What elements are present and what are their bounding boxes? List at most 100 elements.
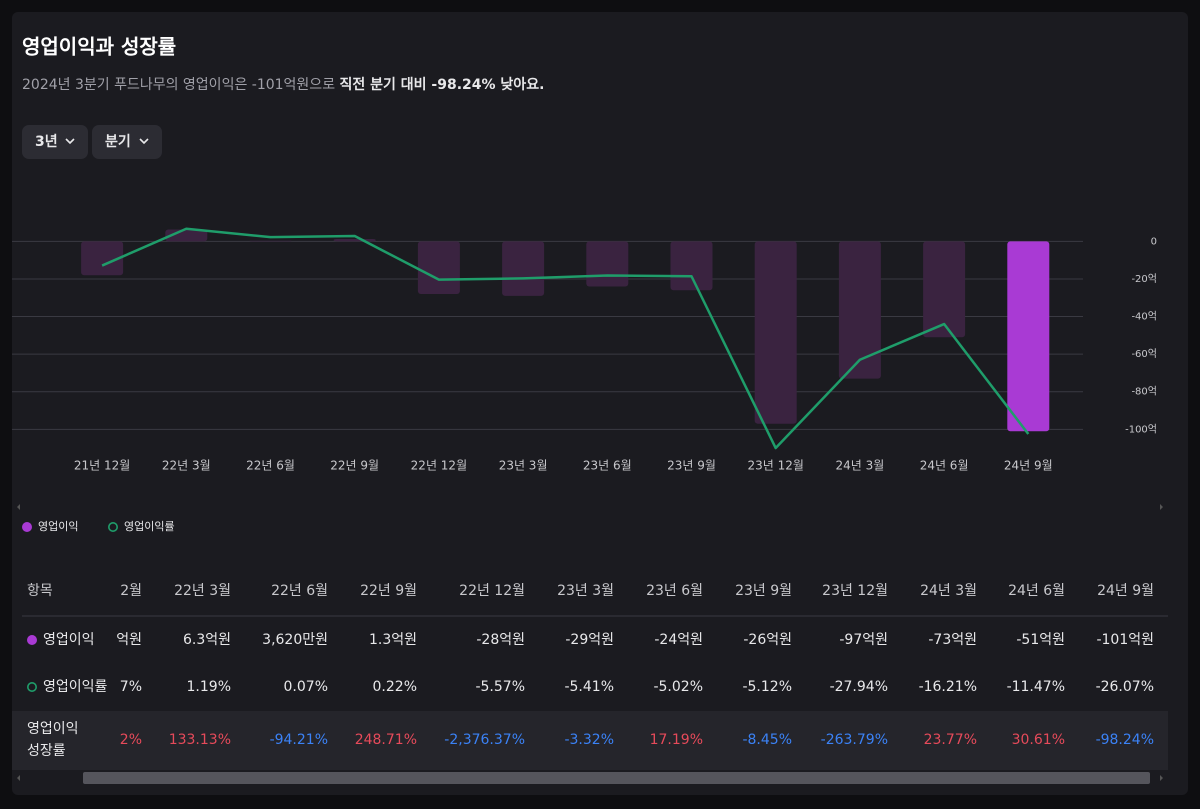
- table-cell: 23.77%: [924, 732, 977, 748]
- table-cell: 6.3억원: [183, 632, 231, 648]
- table-cell: -101억원: [1096, 632, 1154, 648]
- row-label: 영업이익: [27, 721, 79, 737]
- table-cell: -26.07%: [1096, 679, 1154, 695]
- y-tick-label: -20억: [1131, 273, 1157, 285]
- subtitle: 2024년 3분기 푸드나무의 영업이익은 -101억원으로 직전 분기 대비 …: [22, 76, 544, 93]
- x-tick-label: 24년 6월: [920, 459, 969, 473]
- table-cell: 1.3억원: [369, 632, 417, 648]
- legend-label: 영업이익: [38, 520, 78, 533]
- table-header: 항목: [27, 583, 53, 599]
- legend-swatch: [108, 521, 119, 532]
- bar: [417, 241, 460, 295]
- table-cell: 30.61%: [1012, 732, 1065, 748]
- x-tick-label: 23년 6월: [583, 459, 632, 473]
- table-cell: 133.13%: [169, 732, 231, 748]
- bar: [754, 241, 797, 424]
- table-header: 23년 12월: [822, 583, 888, 599]
- unit-button[interactable]: 분기: [92, 125, 162, 159]
- bar: [333, 238, 376, 242]
- table-cell: -5.02%: [653, 679, 703, 695]
- table-cell: -3.32%: [564, 732, 614, 748]
- table-cell: 3,620만원: [262, 632, 328, 648]
- table-cell: 0.22%: [373, 679, 417, 695]
- table-cell: -2,376.37%: [444, 732, 525, 748]
- x-tick-label: 22년 12월: [411, 459, 467, 473]
- bar: [81, 241, 124, 276]
- table-cell: 17.19%: [650, 732, 703, 748]
- table-header: 24년 6월: [1008, 583, 1065, 599]
- table-header: 22년 9월: [360, 583, 417, 599]
- x-tick-label: 24년 3월: [835, 459, 884, 473]
- row-marker: [26, 681, 37, 692]
- table-cell: -24억원: [654, 632, 703, 648]
- y-tick-label: -60억: [1131, 348, 1157, 360]
- x-tick-label: 23년 12월: [747, 459, 803, 473]
- subtitle-text: 2024년 3분기 푸드나무의 영업이익은 -101억원으로: [22, 77, 340, 93]
- table-cell: -27.94%: [830, 679, 888, 695]
- y-tick-label: -100억: [1125, 423, 1157, 435]
- row-label: 영업이익률: [43, 679, 108, 695]
- x-tick-label: 21년 12월: [74, 459, 130, 473]
- table-cell: -73억원: [928, 632, 977, 648]
- x-tick-label: 24년 9월: [1004, 459, 1053, 473]
- table-cell: -8.45%: [742, 732, 792, 748]
- bar: [249, 240, 292, 242]
- table-cell: -28억원: [476, 632, 525, 648]
- y-tick-label: -40억: [1131, 311, 1157, 323]
- y-tick-label: 0: [1151, 236, 1157, 247]
- legend-label: 영업이익률: [124, 520, 175, 533]
- subtitle-bold: 직전 분기 대비 -98.24% 낮아요.: [340, 76, 545, 93]
- table-cell: 억원: [116, 632, 142, 648]
- x-tick-label: 22년 3월: [162, 459, 211, 473]
- chevron: [65, 138, 75, 145]
- period-button[interactable]: 3년: [22, 125, 88, 159]
- table-cell: -5.57%: [475, 679, 525, 695]
- x-tick-label: 23년 3월: [499, 459, 548, 473]
- bar: [1007, 241, 1050, 432]
- table-header: 22년 6월: [271, 583, 328, 599]
- table-header: 23년 3월: [557, 583, 614, 599]
- table-cell: 0.07%: [284, 679, 328, 695]
- table-header: 22년 3월: [174, 583, 231, 599]
- x-tick-label: 22년 9월: [330, 459, 379, 473]
- table-cell: 248.71%: [355, 732, 417, 748]
- table-cell: 7%: [120, 679, 142, 695]
- table-cell: 2%: [120, 732, 142, 748]
- table-cell: -29억원: [565, 632, 614, 648]
- button-bg: [92, 125, 162, 159]
- table-cell: -51억원: [1016, 632, 1065, 648]
- y-tick-label: -80억: [1131, 386, 1157, 398]
- table-cell: -97억원: [839, 632, 888, 648]
- x-tick-label: 22년 6월: [246, 459, 295, 473]
- x-tick-label: 23년 9월: [667, 459, 716, 473]
- scrollbar-thumb[interactable]: [83, 772, 1150, 784]
- table-cell: -5.41%: [564, 679, 614, 695]
- table-cell: -16.21%: [919, 679, 977, 695]
- row-marker: [27, 635, 37, 645]
- table-cell: -26억원: [743, 632, 792, 648]
- table-header: 2월: [120, 583, 142, 599]
- legend-item: 영업이익: [22, 520, 78, 533]
- table-header: 22년 12월: [459, 583, 525, 599]
- legend-swatch: [22, 522, 32, 532]
- button-bg: [22, 125, 88, 159]
- panel: [12, 12, 1188, 795]
- table-cell: -5.12%: [742, 679, 792, 695]
- table-header: 24년 3월: [920, 583, 977, 599]
- chevron: [139, 138, 149, 145]
- bar: [838, 241, 881, 379]
- button-label: 분기: [105, 134, 131, 150]
- line: [101, 227, 1030, 450]
- table-header: 23년 9월: [735, 583, 792, 599]
- table-header: 24년 9월: [1097, 583, 1154, 599]
- table-cell: -98.24%: [1096, 732, 1154, 748]
- bar: [502, 241, 545, 296]
- button-label: 3년: [35, 134, 58, 150]
- table-cell: -94.21%: [270, 732, 328, 748]
- table-header: 23년 6월: [646, 583, 703, 599]
- row-label: 영업이익: [43, 632, 95, 648]
- growth-row-bg: [12, 711, 1168, 770]
- bar: [670, 241, 713, 291]
- legend-item: 영업이익률: [108, 520, 175, 533]
